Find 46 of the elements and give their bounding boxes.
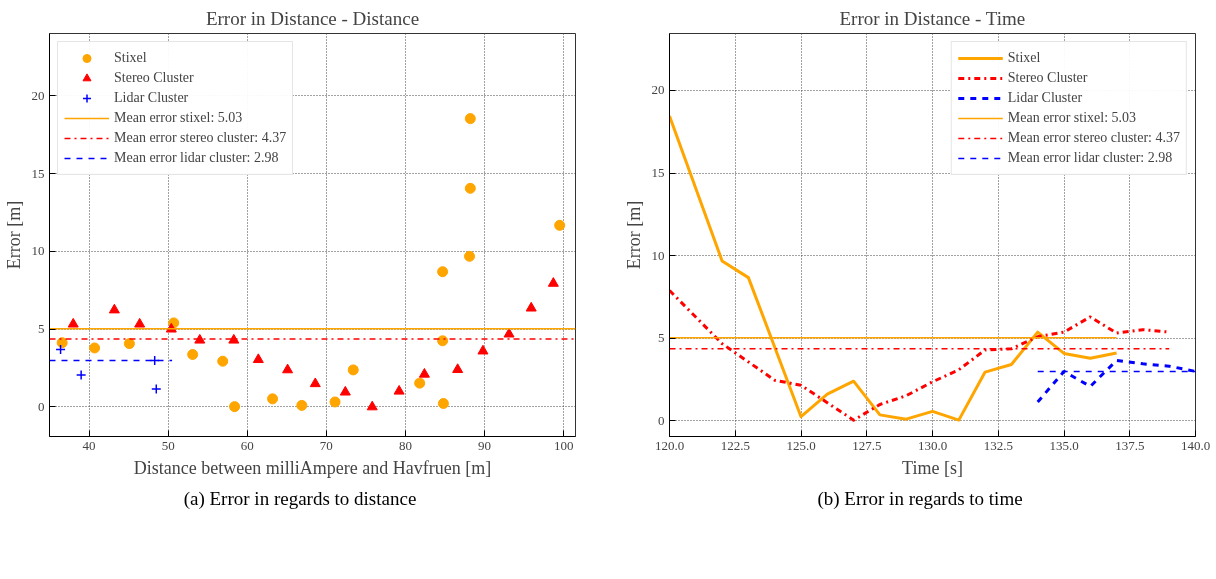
legend-label: Stereo Cluster — [1007, 70, 1088, 86]
x-axis-title: Time [s] — [902, 457, 963, 478]
text: (a) Error in regards to distance — [182, 487, 418, 511]
x-tick-label: 127.5 — [852, 437, 882, 453]
legend-label: Lidar Cluster — [1007, 90, 1083, 106]
legend-label: Mean error stereo cluster: 4.37 — [114, 130, 287, 146]
y-tick-label: 0 — [658, 412, 665, 428]
legend-label: Mean error lidar cluster: 2.98 — [114, 150, 279, 166]
x-tick-label: 90 — [478, 437, 492, 453]
y-tick-label: 10 — [651, 247, 665, 263]
x-tick-label: 122.5 — [720, 437, 750, 453]
y-axis-title: Error [m] — [623, 200, 644, 270]
legend-label: Mean error lidar cluster: 2.98 — [1007, 150, 1173, 166]
y-tick-label: 20 — [651, 82, 665, 98]
x-tick-label: 50 — [161, 437, 175, 453]
x-axis-title: Distance between milliAmpere and Havfruen [m] — [133, 457, 492, 478]
y-tick-label: 20 — [31, 87, 45, 103]
legend-label: Stereo Cluster — [114, 70, 194, 86]
x-tick-label: 130.0 — [917, 437, 948, 453]
legend-label: Mean error stixel: 5.03 — [1007, 110, 1137, 126]
legend-label: Mean error stereo cluster: 4.37 — [1007, 130, 1180, 146]
legend-label: Lidar Cluster — [114, 90, 189, 106]
y-tick-label: 5 — [658, 330, 665, 346]
chart-title: Error in Distance - Distance — [205, 7, 420, 29]
y-tick-label: 5 — [38, 321, 45, 337]
y-tick-label: 15 — [651, 165, 665, 181]
x-tick-label: 137.5 — [1115, 437, 1145, 453]
x-tick-label: 70 — [319, 437, 333, 453]
x-tick-label: 60 — [240, 437, 254, 453]
x-tick-label: 125.0 — [786, 437, 816, 453]
y-tick-label: 10 — [31, 243, 45, 259]
x-tick-label: 100 — [553, 437, 574, 453]
chart-title: Error in Distance - Time — [839, 7, 1026, 29]
x-tick-label: 140.0 — [1180, 437, 1211, 453]
y-tick-label: 0 — [38, 398, 45, 414]
y-tick-label: 15 — [31, 165, 45, 181]
x-tick-label: 132.5 — [983, 437, 1013, 453]
legend-label: Stixel — [1007, 50, 1041, 66]
y-axis-title: Error [m] — [3, 200, 24, 270]
x-tick-label: 135.0 — [1049, 437, 1079, 453]
x-tick-label: 80 — [398, 437, 412, 453]
x-tick-label: 120.0 — [654, 437, 685, 453]
text: (b) Error in regards to time — [816, 487, 1024, 511]
legend-label: Stixel — [114, 50, 147, 66]
legend-label: Mean error stixel: 5.03 — [114, 110, 243, 126]
x-tick-label: 40 — [82, 437, 96, 453]
